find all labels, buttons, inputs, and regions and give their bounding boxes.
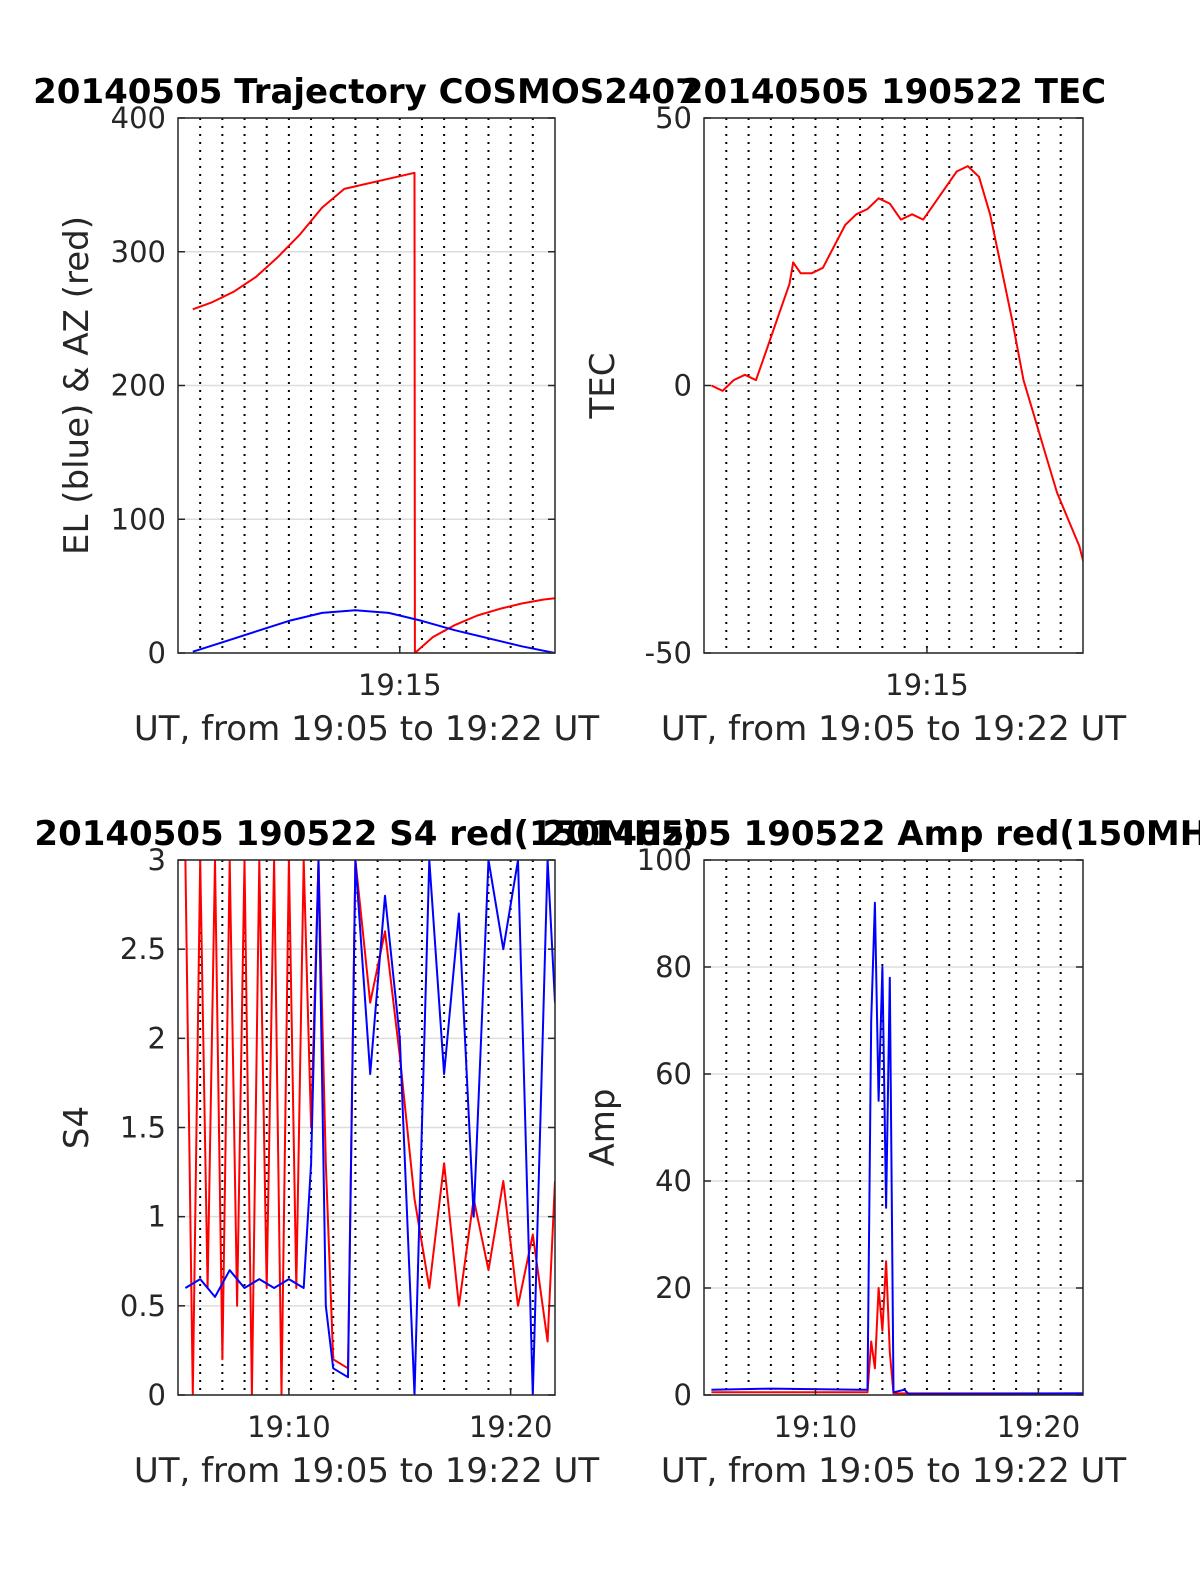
y-tick-label: 300 xyxy=(111,235,166,269)
y-axis-label: TEC xyxy=(583,353,623,420)
x-axis-label: UT, from 19:05 to 19:22 UT xyxy=(661,709,1127,749)
y-tick-label: 0 xyxy=(674,1378,692,1412)
axes-frame xyxy=(703,859,1084,1396)
y-tick-label: 0.5 xyxy=(120,1289,166,1323)
s4-panel: 0 0.5 1 1.5 2 2.5 3 19:10 19:20 UT, from 19:05 to… xyxy=(34,814,697,1491)
x-axis-label: UT, from 19:05 to 19:22 UT xyxy=(661,1451,1127,1491)
y-tick-label: 2 xyxy=(148,1021,166,1055)
x-tick-label: 19:10 xyxy=(774,1410,858,1444)
series-line xyxy=(192,609,555,653)
x-tick-label: 19:10 xyxy=(247,1410,331,1444)
y-tick-label: 100 xyxy=(637,843,692,877)
y-tick-label: 20 xyxy=(655,1271,692,1305)
y-axis-label: S4 xyxy=(57,1106,97,1149)
y-tick-label: 3 xyxy=(148,843,166,877)
y-tick-label: 80 xyxy=(655,950,692,984)
x-tick-label: 19:20 xyxy=(997,1410,1081,1444)
y-tick-label: 100 xyxy=(111,502,166,536)
y-tick-label: 60 xyxy=(655,1057,692,1091)
tec-panel: -50 0 50 19:15 UT, from 19:05 to 19:22 UT TEC… xyxy=(583,72,1126,749)
x-tick-label: 19:20 xyxy=(469,1410,553,1444)
x-axis-label: UT, from 19:05 to 19:22 UT xyxy=(134,1451,600,1491)
x-axis-label: UT, from 19:05 to 19:22 UT xyxy=(134,709,600,749)
x-tick-label: 19:15 xyxy=(885,668,969,702)
y-tick-label: 0 xyxy=(148,636,166,670)
y-tick-label: 200 xyxy=(111,369,166,403)
y-tick-label: -50 xyxy=(645,636,692,670)
chart-title: 20140505 190522 S4 red(150MHz) xyxy=(34,814,697,854)
trajectory-panel: 0 100 200 300 400 19:15 UT, from 19:05 to 19:2… xyxy=(33,72,699,749)
y-tick-label: 0 xyxy=(674,369,692,403)
amp-panel: 0 20 40 60 80 100 19:10 19:20 UT, from 19:05 to … xyxy=(542,814,1200,1491)
y-tick-label: 400 xyxy=(111,101,166,135)
series-line xyxy=(184,860,555,1395)
y-tick-label: 1 xyxy=(148,1200,166,1234)
y-tick-label: 40 xyxy=(655,1164,692,1198)
chart-title: 20140505 190522 TEC xyxy=(680,72,1106,112)
y-tick-label: 2.5 xyxy=(120,932,166,966)
y-tick-label: 50 xyxy=(655,101,692,135)
chart-title: 20140505 Trajectory COSMOS2407 xyxy=(33,72,699,112)
series-line xyxy=(711,901,1083,1395)
y-axis-label: EL (blue) & AZ (red) xyxy=(57,216,97,555)
series-line xyxy=(192,171,555,653)
x-tick-label: 19:15 xyxy=(358,668,442,702)
series-line xyxy=(710,165,1083,565)
series-line xyxy=(711,1260,1083,1395)
y-axis-label: Amp xyxy=(583,1089,623,1167)
y-tick-label: 0 xyxy=(148,1378,166,1412)
chart-title: 20140505 190522 Amp red(150MHz) xyxy=(542,814,1200,854)
y-tick-label: 1.5 xyxy=(120,1111,166,1145)
